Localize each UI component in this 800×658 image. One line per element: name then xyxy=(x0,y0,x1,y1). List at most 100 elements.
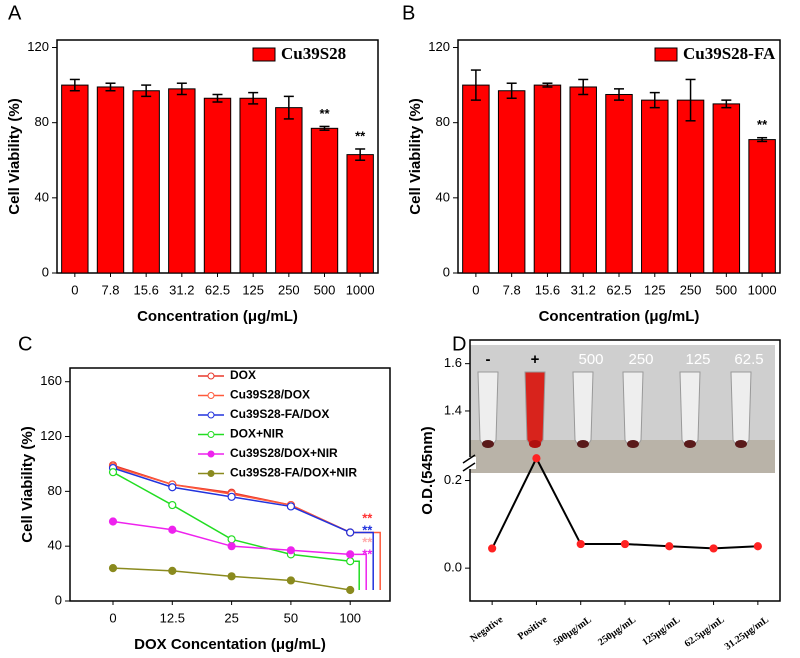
error-bar xyxy=(757,136,768,143)
y-tick-label: 80 xyxy=(48,483,62,498)
pellet xyxy=(577,440,589,448)
y-axis-label: Cell Viability (%) xyxy=(6,98,23,214)
data-point xyxy=(753,542,762,551)
data-point xyxy=(488,544,497,553)
x-tick-label: 250 xyxy=(278,282,300,297)
x-tick-label: 62.5 xyxy=(205,282,230,297)
x-axis-label: Concentration (μg/mL) xyxy=(539,308,700,325)
x-tick-label: 0 xyxy=(472,282,479,297)
bar xyxy=(239,97,267,274)
data-point xyxy=(168,500,177,510)
legend-label: Cu39S28-FA/DOX+NIR xyxy=(230,466,357,480)
data-point xyxy=(227,542,236,551)
pellet xyxy=(529,440,541,448)
bar xyxy=(168,88,196,274)
x-tick-label: 15.6 xyxy=(134,282,159,297)
x-tick-label: 25 xyxy=(224,610,238,625)
legend-label: Cu39S28-FA/DOX xyxy=(230,407,329,421)
data-point xyxy=(346,585,355,595)
data-point xyxy=(346,528,355,537)
bar xyxy=(569,86,597,274)
error-bar xyxy=(578,78,589,96)
x-tick-label: 7.8 xyxy=(503,282,521,297)
error-bar xyxy=(721,99,732,109)
data-point xyxy=(286,502,295,511)
panel-label: B xyxy=(402,2,415,24)
error-bar xyxy=(355,148,366,162)
significance-mark: ** xyxy=(757,117,768,132)
y-tick-label: 120 xyxy=(428,39,450,54)
data-point xyxy=(108,468,118,477)
y-axis-label: O.D.(545nm) xyxy=(419,426,436,514)
x-tick-label: 12.5 xyxy=(160,610,185,625)
data-point xyxy=(168,483,177,492)
legend-label: Cu39S28 xyxy=(281,44,346,63)
bracket xyxy=(354,531,374,591)
tube xyxy=(524,371,546,448)
error-bar xyxy=(283,95,294,120)
bar xyxy=(96,86,125,274)
x-tick-label: 500 xyxy=(314,282,336,297)
axis-break-mark xyxy=(462,462,476,472)
data-point xyxy=(168,566,177,575)
y-tick-label: 0 xyxy=(443,264,450,279)
y-tick-label: 0 xyxy=(42,264,49,279)
data-point xyxy=(532,454,541,463)
bar xyxy=(275,107,303,274)
y-tick-label: 120 xyxy=(27,39,49,54)
bar xyxy=(203,97,232,274)
bar xyxy=(61,84,89,274)
data-point xyxy=(665,542,674,551)
legend-marker xyxy=(207,431,215,438)
significance-mark: ** xyxy=(362,510,373,525)
error-bar xyxy=(542,82,553,88)
x-tick-label: 250 xyxy=(680,282,702,297)
axis-break-mark xyxy=(462,454,476,464)
y-tick-label: 40 xyxy=(436,189,450,204)
bar xyxy=(533,84,562,274)
data-point xyxy=(227,492,236,501)
pellet xyxy=(627,440,639,448)
significance-mark: ** xyxy=(362,522,373,537)
bracket xyxy=(354,553,367,591)
x-tick-label: 125 xyxy=(644,282,666,297)
bracket xyxy=(354,560,360,591)
bar xyxy=(605,93,633,274)
bar xyxy=(676,99,705,274)
legend-marker xyxy=(207,372,215,380)
y-tick-label: 0.2 xyxy=(444,472,462,487)
inset-label: 125 xyxy=(685,351,710,368)
bar xyxy=(497,90,526,274)
inset-shelf xyxy=(470,440,775,473)
inset-label: 62.5 xyxy=(734,351,763,368)
error-bar xyxy=(176,82,187,96)
x-tick-label: 31.25μg/mL xyxy=(723,614,771,652)
legend-swatch xyxy=(654,47,678,62)
significance-mark: ** xyxy=(362,546,373,561)
plot-frame xyxy=(69,367,391,602)
panel-label: A xyxy=(8,2,22,24)
bar xyxy=(132,90,160,274)
y-tick-label: 80 xyxy=(35,114,49,129)
bar xyxy=(462,84,490,274)
legend-marker xyxy=(207,470,215,477)
bar xyxy=(641,99,669,274)
x-tick-label: 31.2 xyxy=(169,282,194,297)
inset-photo xyxy=(470,345,775,473)
x-tick-label: 500 xyxy=(715,282,737,297)
inset-label: + xyxy=(531,351,540,368)
data-point xyxy=(227,572,236,581)
data-point xyxy=(620,539,630,549)
y-tick-label: 40 xyxy=(48,538,62,553)
y-tick-label: 1.4 xyxy=(444,402,462,417)
panel-label: D xyxy=(452,333,466,355)
pellet xyxy=(482,440,494,448)
y-axis-label: Cell Viability (%) xyxy=(19,426,36,542)
bar xyxy=(346,154,374,274)
x-tick-label: Negative xyxy=(468,614,505,645)
x-axis-label: DOX Concentation (μg/mL) xyxy=(134,636,326,653)
error-bar xyxy=(319,125,330,131)
x-tick-label: 500μg/mL xyxy=(552,614,594,648)
data-point xyxy=(709,544,718,553)
